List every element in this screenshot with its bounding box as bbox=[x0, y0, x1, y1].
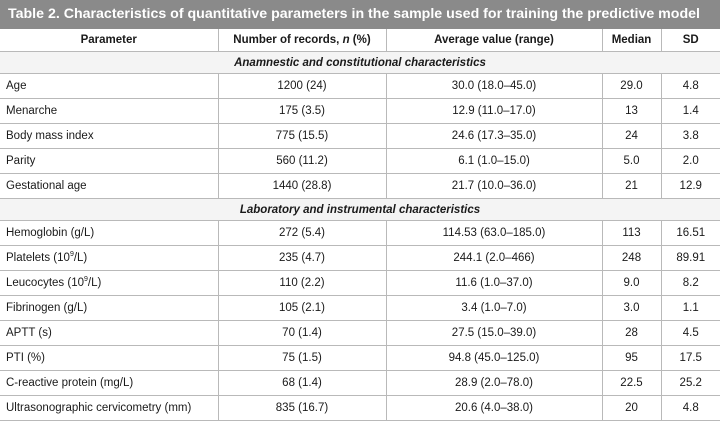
table-row: Hemoglobin (g/L) 272 (5.4) 114.53 (63.0–18… bbox=[0, 220, 720, 246]
section-header-laboratory: Laboratory and instrumental characterist… bbox=[0, 198, 720, 221]
characteristics-table: Parameter Number of records, n (%) Avera… bbox=[0, 29, 720, 421]
table-row: Fibrinogen (g/L) 105 (2.1) 3.4 (1.0–7.0) 3.… bbox=[0, 295, 720, 321]
table-row: PTI (%) 75 (1.5) 94.8 (45.0–125.0) 95 17.5 bbox=[0, 345, 720, 371]
header-median: Median bbox=[601, 29, 662, 52]
header-average: Average value (range) bbox=[385, 29, 603, 52]
table-header-row: Parameter Number of records, n (%) Avera… bbox=[0, 29, 720, 52]
header-records-n: n bbox=[342, 34, 350, 46]
header-sd: SD bbox=[660, 29, 720, 52]
table-row: APTT (s) 70 (1.4) 27.5 (15.0–39.0) 28 4.5 bbox=[0, 320, 720, 346]
table-row: Body mass index 775 (15.5) 24.6 (17.3–35.0… bbox=[0, 123, 720, 149]
table-row: Platelets (109/L) 235 (4.7) 244.1 (2.0–466… bbox=[0, 245, 720, 271]
header-parameter: Parameter bbox=[0, 29, 219, 52]
table-row: Ultrasonographic cervicometry (mm) 835 (1… bbox=[0, 395, 720, 421]
table-row: C-reactive protein (mg/L) 68 (1.4) 28.9 (2… bbox=[0, 370, 720, 396]
table-row: Parity 560 (11.2) 6.1 (1.0–15.0) 5.0 2.0 bbox=[0, 148, 720, 174]
table-title: Table 2. Characteristics of quantitative… bbox=[0, 0, 720, 29]
table-row: Gestational age 1440 (28.8) 21.7 (10.0–36.… bbox=[0, 173, 720, 199]
table-row: Leucocytes (109/L) 110 (2.2) 11.6 (1.0–37.… bbox=[0, 270, 720, 296]
table-row: Age 1200 (24) 30.0 (18.0–45.0) 29.0 4.8 bbox=[0, 73, 720, 99]
header-records: Number of records, n (%) bbox=[217, 29, 387, 52]
table-row: Menarche 175 (3.5) 12.9 (11.0–17.0) 13 1.4 bbox=[0, 98, 720, 124]
section-header-anamnestic: Anamnestic and constitutional characteri… bbox=[0, 51, 720, 74]
